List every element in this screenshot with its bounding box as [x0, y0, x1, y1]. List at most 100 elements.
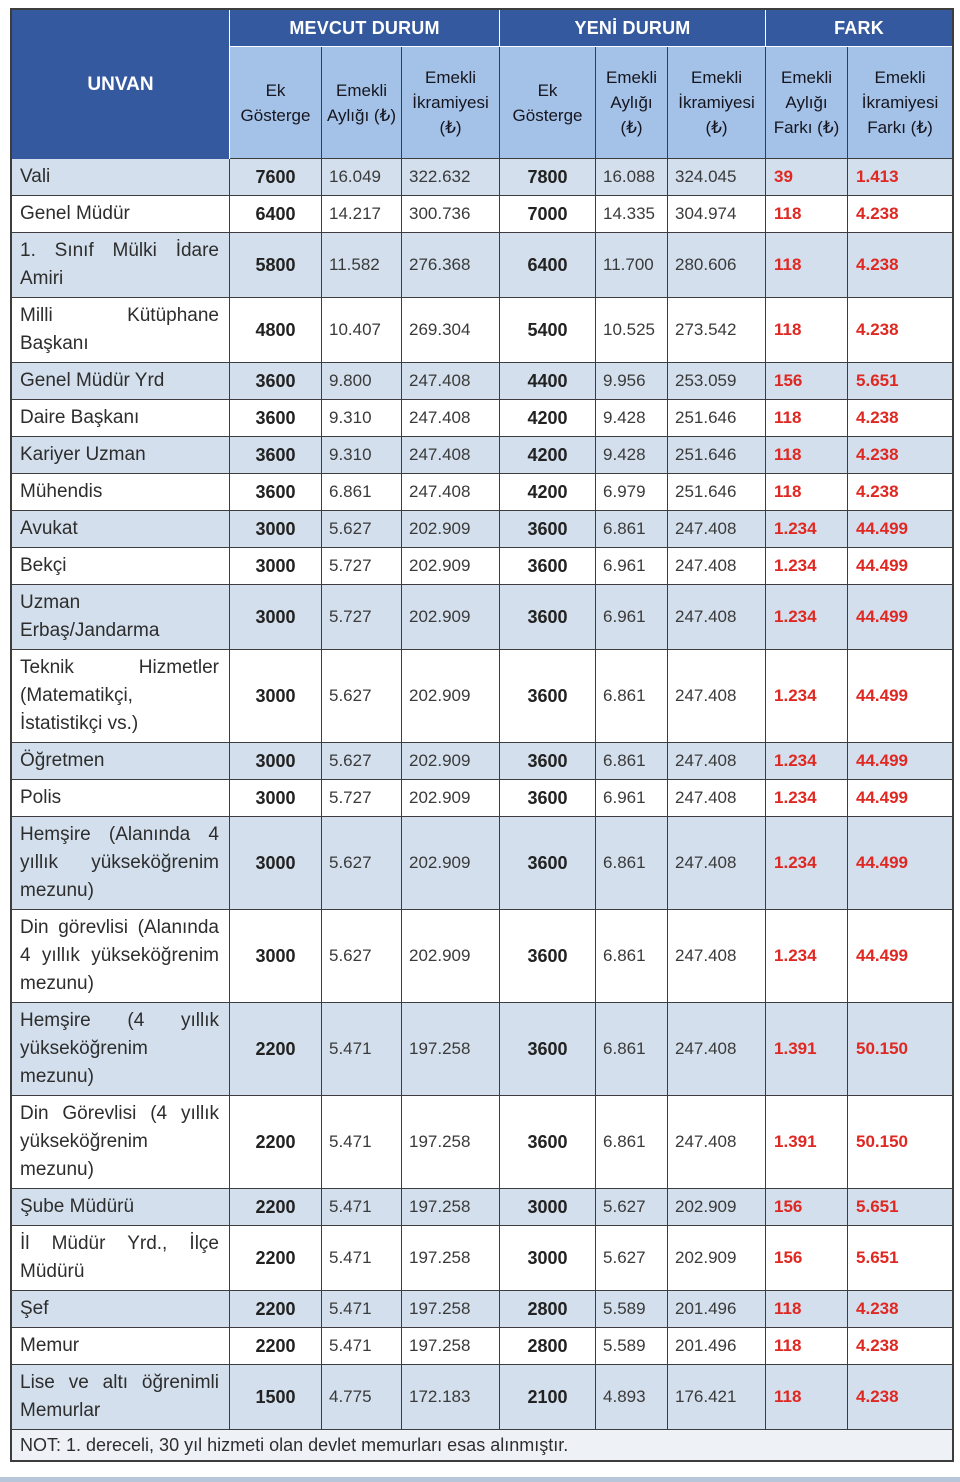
unvan-cell: Şube Müdürü — [12, 1189, 230, 1226]
emekli-ayligi-farki-cell: 39 — [766, 159, 849, 196]
emekli-ayligi-farki-cell: 1.234 — [766, 650, 849, 743]
emekli-ayligi-mevcut-cell: 5.471 — [322, 1226, 402, 1291]
sub-header-emekli-ikramiyesi-mevcut: Emekli İkramiyesi (₺) — [402, 47, 501, 159]
unvan-cell: Kariyer Uzman — [12, 437, 230, 474]
emekli-ayligi-farki-cell: 118 — [766, 233, 849, 298]
emekli-ikramiyesi-farki-cell: 5.651 — [848, 1226, 953, 1291]
emekli-ikramiyesi-yeni-cell: 247.408 — [668, 548, 767, 585]
ek-gosterge-mevcut-cell: 7600 — [230, 159, 322, 196]
unvan-cell: Uzman Erbaş/Jandarma — [12, 585, 230, 650]
table-row: Lise ve altı öğrenimli Memurlar 1500 4.775… — [12, 1365, 953, 1430]
emekli-ayligi-farki-cell: 118 — [766, 1328, 849, 1365]
table-row: Avukat 3000 5.627 202.909 3600 6.861 247.408 1.… — [12, 511, 953, 548]
emekli-ayligi-farki-cell: 1.234 — [766, 511, 849, 548]
emekli-ikramiyesi-yeni-cell: 251.646 — [668, 400, 767, 437]
emekli-ikramiyesi-yeni-cell: 304.974 — [668, 196, 767, 233]
emekli-ayligi-yeni-cell: 6.861 — [596, 743, 669, 780]
ek-gosterge-yeni-cell: 7000 — [500, 196, 597, 233]
emekli-ikramiyesi-mevcut-cell: 197.258 — [402, 1189, 501, 1226]
unvan-cell: Avukat — [12, 511, 230, 548]
group-header-row: UNVAN MEVCUT DURUM YENİ DURUM FARK — [12, 10, 953, 159]
emekli-ayligi-farki-cell: 118 — [766, 1365, 849, 1430]
emekli-ayligi-mevcut-cell: 6.861 — [322, 474, 402, 511]
emekli-ikramiyesi-farki-cell: 4.238 — [848, 400, 953, 437]
emekli-ayligi-farki-cell: 1.391 — [766, 1096, 849, 1189]
emekli-ikramiyesi-farki-cell: 44.499 — [848, 548, 953, 585]
unvan-cell: Öğretmen — [12, 743, 230, 780]
ek-gosterge-yeni-cell: 3600 — [500, 585, 597, 650]
emekli-ikramiyesi-yeni-cell: 176.421 — [668, 1365, 767, 1430]
emekli-ayligi-farki-cell: 156 — [766, 363, 849, 400]
emekli-ayligi-yeni-cell: 6.861 — [596, 817, 669, 910]
data-table: UNVAN MEVCUT DURUM YENİ DURUM FARK Ek Gö… — [12, 10, 953, 1460]
ek-gosterge-yeni-cell: 3600 — [500, 780, 597, 817]
emekli-ikramiyesi-farki-cell: 4.238 — [848, 1365, 953, 1430]
table-row: Vali 7600 16.049 322.632 7800 16.088 324.045 39… — [12, 159, 953, 196]
ek-gosterge-mevcut-cell: 3000 — [230, 511, 322, 548]
unvan-cell: Hemşire (4 yıllık yükseköğrenim mezunu) — [12, 1003, 230, 1096]
unvan-cell: Bekçi — [12, 548, 230, 585]
emekli-ikramiyesi-farki-cell: 44.499 — [848, 511, 953, 548]
group-header-yeni-durum: YENİ DURUM — [500, 10, 767, 47]
emekli-ayligi-mevcut-cell: 5.727 — [322, 585, 402, 650]
emekli-ayligi-mevcut-cell: 5.627 — [322, 743, 402, 780]
unvan-cell: Vali — [12, 159, 230, 196]
emekli-ayligi-mevcut-cell: 9.310 — [322, 400, 402, 437]
emekli-ayligi-yeni-cell: 6.979 — [596, 474, 669, 511]
ek-gosterge-yeni-cell: 4200 — [500, 437, 597, 474]
footnote: NOT: 1. dereceli, 30 yıl hizmeti olan de… — [12, 1430, 953, 1460]
emekli-ayligi-mevcut-cell: 5.471 — [322, 1003, 402, 1096]
ek-gosterge-mevcut-cell: 3600 — [230, 437, 322, 474]
emekli-ikramiyesi-yeni-cell: 201.496 — [668, 1291, 767, 1328]
emekli-ayligi-mevcut-cell: 10.407 — [322, 298, 402, 363]
emekli-ikramiyesi-farki-cell: 5.651 — [848, 363, 953, 400]
table-row: Öğretmen 3000 5.627 202.909 3600 6.861 247.408… — [12, 743, 953, 780]
emekli-ikramiyesi-yeni-cell: 251.646 — [668, 437, 767, 474]
ek-gosterge-mevcut-cell: 3000 — [230, 780, 322, 817]
emekli-ayligi-yeni-cell: 5.627 — [596, 1189, 669, 1226]
emekli-ikramiyesi-farki-cell: 44.499 — [848, 780, 953, 817]
table-row: Daire Başkanı 3600 9.310 247.408 4200 9.428 25… — [12, 400, 953, 437]
emekli-ayligi-yeni-cell: 11.700 — [596, 233, 669, 298]
table-row: Hemşire (Alanında 4 yıllık yükseköğrenim… — [12, 817, 953, 910]
ek-gosterge-mevcut-cell: 2200 — [230, 1328, 322, 1365]
emekli-ayligi-farki-cell: 1.391 — [766, 1003, 849, 1096]
table-row: Polis 3000 5.727 202.909 3600 6.961 247.408 1.2… — [12, 780, 953, 817]
emekli-ayligi-farki-cell: 118 — [766, 196, 849, 233]
ek-gosterge-mevcut-cell: 1500 — [230, 1365, 322, 1430]
sub-header-emekli-ayligi-yeni: Emekli Aylığı (₺) — [596, 47, 669, 159]
emekli-ayligi-mevcut-cell: 5.471 — [322, 1096, 402, 1189]
emekli-ayligi-mevcut-cell: 9.800 — [322, 363, 402, 400]
emekli-ayligi-yeni-cell: 6.861 — [596, 910, 669, 1003]
ek-gosterge-yeni-cell: 4200 — [500, 400, 597, 437]
sub-header-ek-gosterge-mevcut: Ek Gösterge — [230, 47, 322, 159]
ek-gosterge-mevcut-cell: 3000 — [230, 585, 322, 650]
unvan-cell: Daire Başkanı — [12, 400, 230, 437]
pension-comparison-table: UNVAN MEVCUT DURUM YENİ DURUM FARK Ek Gö… — [10, 8, 955, 1462]
ek-gosterge-yeni-cell: 2800 — [500, 1291, 597, 1328]
emekli-ayligi-yeni-cell: 6.861 — [596, 511, 669, 548]
emekli-ikramiyesi-mevcut-cell: 247.408 — [402, 400, 501, 437]
ek-gosterge-yeni-cell: 2800 — [500, 1328, 597, 1365]
table-header: UNVAN MEVCUT DURUM YENİ DURUM FARK Ek Gö… — [12, 10, 953, 159]
note-row: NOT: 1. dereceli, 30 yıl hizmeti olan de… — [12, 1430, 953, 1460]
ek-gosterge-yeni-cell: 3600 — [500, 1003, 597, 1096]
ek-gosterge-yeni-cell: 2100 — [500, 1365, 597, 1430]
emekli-ayligi-farki-cell: 118 — [766, 474, 849, 511]
unvan-cell: Mühendis — [12, 474, 230, 511]
emekli-ikramiyesi-mevcut-cell: 197.258 — [402, 1291, 501, 1328]
emekli-ikramiyesi-yeni-cell: 253.059 — [668, 363, 767, 400]
ek-gosterge-mevcut-cell: 2200 — [230, 1189, 322, 1226]
emekli-ayligi-yeni-cell: 9.428 — [596, 400, 669, 437]
emekli-ikramiyesi-mevcut-cell: 322.632 — [402, 159, 501, 196]
emekli-ikramiyesi-mevcut-cell: 202.909 — [402, 780, 501, 817]
ek-gosterge-yeni-cell: 3600 — [500, 511, 597, 548]
emekli-ikramiyesi-yeni-cell: 247.408 — [668, 1096, 767, 1189]
unvan-cell: Teknik Hizmetler (Matematikçi, İstatisti… — [12, 650, 230, 743]
table-row: Mühendis 3600 6.861 247.408 4200 6.979 251.646… — [12, 474, 953, 511]
table-row: Şef 2200 5.471 197.258 2800 5.589 201.496 118 4.… — [12, 1291, 953, 1328]
bottom-strip — [0, 1477, 960, 1482]
ek-gosterge-mevcut-cell: 4800 — [230, 298, 322, 363]
emekli-ikramiyesi-farki-cell: 4.238 — [848, 1328, 953, 1365]
table-row: Genel Müdür Yrd 3600 9.800 247.408 4400 9.956… — [12, 363, 953, 400]
